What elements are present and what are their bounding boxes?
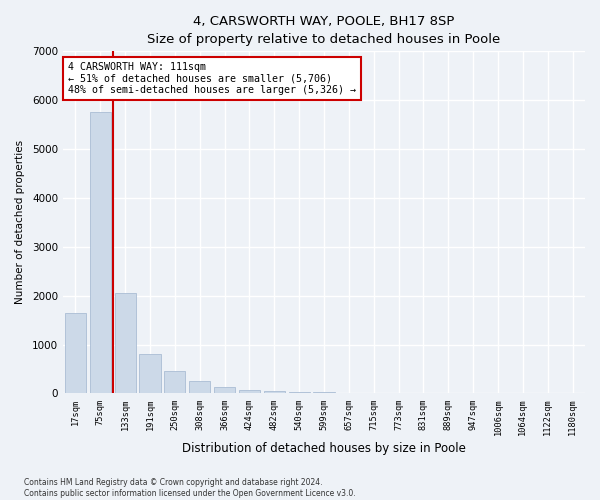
Y-axis label: Number of detached properties: Number of detached properties: [15, 140, 25, 304]
Bar: [139, 354, 161, 394]
Bar: [289, 392, 310, 394]
Bar: [65, 313, 86, 394]
Text: 4 CARSWORTH WAY: 111sqm
← 51% of detached houses are smaller (5,706)
48% of semi: 4 CARSWORTH WAY: 111sqm ← 51% of detache…: [68, 62, 356, 95]
Bar: [164, 372, 185, 394]
Bar: [263, 391, 285, 394]
Bar: [313, 392, 335, 394]
Bar: [189, 381, 210, 394]
Bar: [89, 112, 111, 394]
Bar: [239, 390, 260, 394]
Bar: [115, 294, 136, 394]
Bar: [214, 387, 235, 394]
Title: 4, CARSWORTH WAY, POOLE, BH17 8SP
Size of property relative to detached houses i: 4, CARSWORTH WAY, POOLE, BH17 8SP Size o…: [148, 15, 500, 46]
Text: Contains HM Land Registry data © Crown copyright and database right 2024.
Contai: Contains HM Land Registry data © Crown c…: [24, 478, 356, 498]
X-axis label: Distribution of detached houses by size in Poole: Distribution of detached houses by size …: [182, 442, 466, 455]
